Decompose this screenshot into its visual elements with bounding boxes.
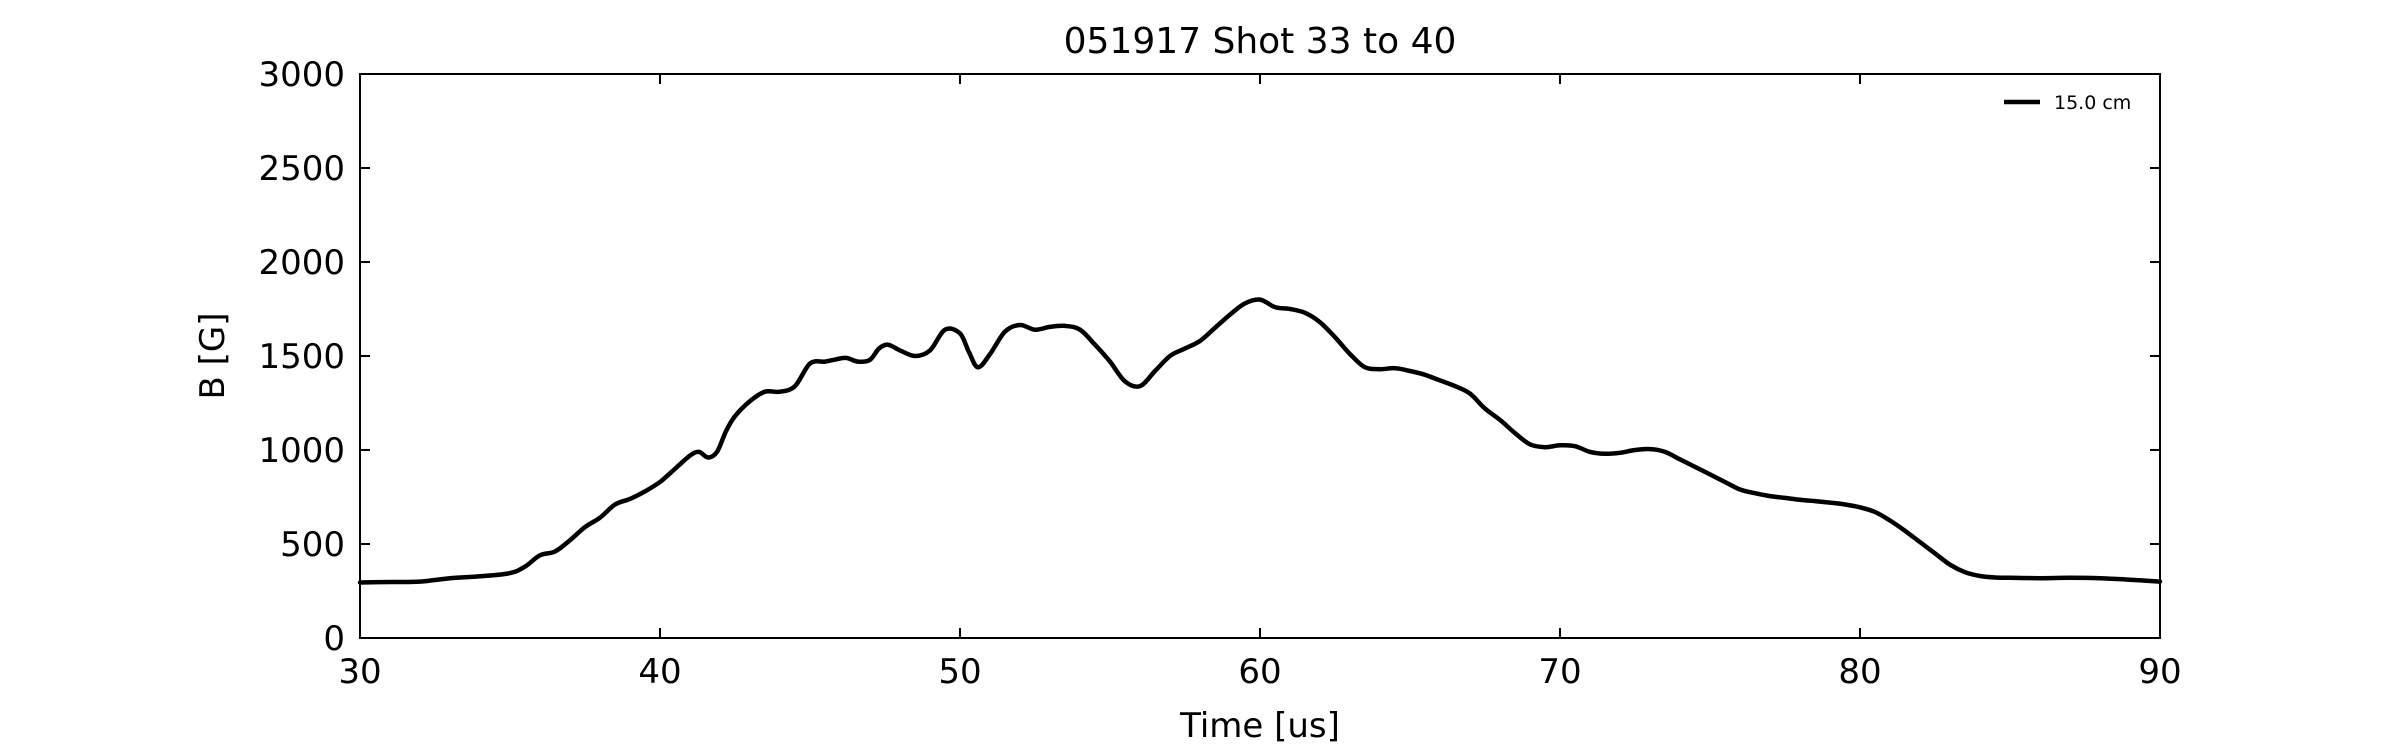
- chart-title: 051917 Shot 33 to 40: [1064, 21, 1457, 62]
- x-axis-label: Time [us]: [1179, 706, 1340, 746]
- x-tick-label: 60: [1238, 652, 1281, 692]
- x-tick-label: 30: [338, 652, 381, 692]
- series-group: [357, 297, 2163, 585]
- legend: 15.0 cm: [2004, 92, 2131, 114]
- x-tick-label: 80: [1838, 652, 1881, 692]
- x-tick-label: 50: [938, 652, 981, 692]
- y-axis-label: B [G]: [193, 312, 233, 399]
- x-tick-label: 70: [1538, 652, 1581, 692]
- y-tick-label: 500: [280, 525, 345, 565]
- x-tick-label: 40: [638, 652, 681, 692]
- y-tick-label: 1000: [258, 431, 345, 471]
- y-tick-label: 2000: [258, 243, 345, 283]
- axis-ticks: [359, 73, 2161, 639]
- plot-frame: [359, 73, 2161, 639]
- legend-label: 15.0 cm: [2054, 92, 2131, 114]
- series-line: [357, 297, 2163, 585]
- y-tick-label: 3000: [258, 55, 345, 95]
- x-tick-label: 90: [2138, 652, 2181, 692]
- y-tick-label: 1500: [258, 337, 345, 377]
- tick-labels: 30 40 50 60 70 80 90 0 500 1000 1500 2000 2500 3000: [258, 55, 2181, 692]
- y-tick-label: 0: [323, 619, 345, 659]
- y-tick-label: 2500: [258, 149, 345, 189]
